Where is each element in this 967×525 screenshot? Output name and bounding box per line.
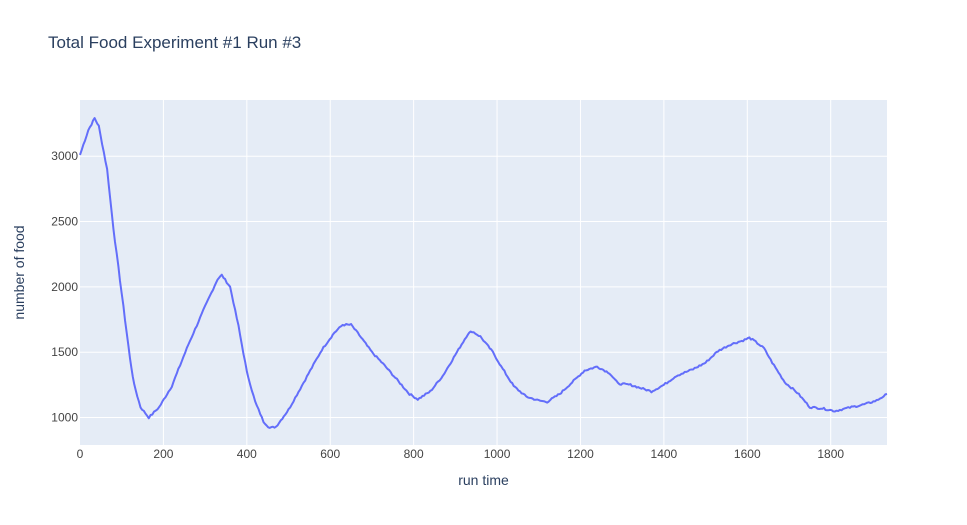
- x-tick-label: 1600: [734, 447, 761, 461]
- y-axis-ticks: 1000 1500 2000 2500 3000: [51, 149, 78, 424]
- x-tick-label: 0: [77, 447, 84, 461]
- x-axis-title: run time: [458, 472, 509, 488]
- x-tick-label: 600: [320, 447, 340, 461]
- y-axis-title: number of food: [11, 225, 27, 319]
- x-tick-label: 800: [404, 447, 424, 461]
- y-tick-label: 1000: [51, 411, 78, 425]
- series-line: [79, 117, 888, 429]
- series-group: [79, 117, 888, 429]
- x-tick-label: 1000: [484, 447, 511, 461]
- x-tick-label: 400: [237, 447, 257, 461]
- y-tick-label: 1500: [51, 345, 78, 359]
- plot-area: [80, 100, 887, 445]
- x-tick-label: 1800: [817, 447, 844, 461]
- y-tick-label: 2000: [51, 280, 78, 294]
- x-tick-label: 1200: [567, 447, 594, 461]
- x-tick-label: 1400: [651, 447, 678, 461]
- x-axis-ticks: 0 200 400 600 800 1000 1200 1400 1600 1800: [77, 447, 845, 461]
- y-tick-label: 3000: [51, 149, 78, 163]
- y-tick-label: 2500: [51, 215, 78, 229]
- x-tick-label: 200: [153, 447, 173, 461]
- chart-title: Total Food Experiment #1 Run #3: [48, 33, 302, 52]
